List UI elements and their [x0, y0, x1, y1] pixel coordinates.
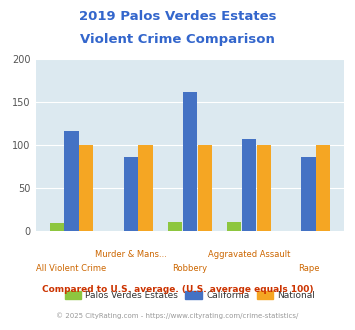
- Bar: [183, 92, 197, 231]
- Text: Robbery: Robbery: [173, 264, 207, 273]
- Bar: [316, 145, 330, 231]
- Bar: [168, 222, 182, 231]
- Text: © 2025 CityRating.com - https://www.cityrating.com/crime-statistics/: © 2025 CityRating.com - https://www.city…: [56, 312, 299, 318]
- Legend: Palos Verdes Estates, California, National: Palos Verdes Estates, California, Nation…: [61, 287, 319, 303]
- Bar: [64, 131, 78, 231]
- Text: Violent Crime Comparison: Violent Crime Comparison: [80, 33, 275, 46]
- Bar: [227, 222, 241, 231]
- Bar: [124, 157, 138, 231]
- Text: Compared to U.S. average. (U.S. average equals 100): Compared to U.S. average. (U.S. average …: [42, 285, 313, 294]
- Text: Aggravated Assault: Aggravated Assault: [208, 250, 290, 259]
- Bar: [257, 145, 271, 231]
- Bar: [50, 223, 64, 231]
- Text: 2019 Palos Verdes Estates: 2019 Palos Verdes Estates: [79, 10, 276, 23]
- Bar: [79, 145, 93, 231]
- Bar: [138, 145, 153, 231]
- Text: Rape: Rape: [297, 264, 319, 273]
- Bar: [198, 145, 212, 231]
- Text: Murder & Mans...: Murder & Mans...: [95, 250, 166, 259]
- Bar: [301, 157, 316, 231]
- Text: All Violent Crime: All Violent Crime: [36, 264, 106, 273]
- Bar: [242, 139, 256, 231]
